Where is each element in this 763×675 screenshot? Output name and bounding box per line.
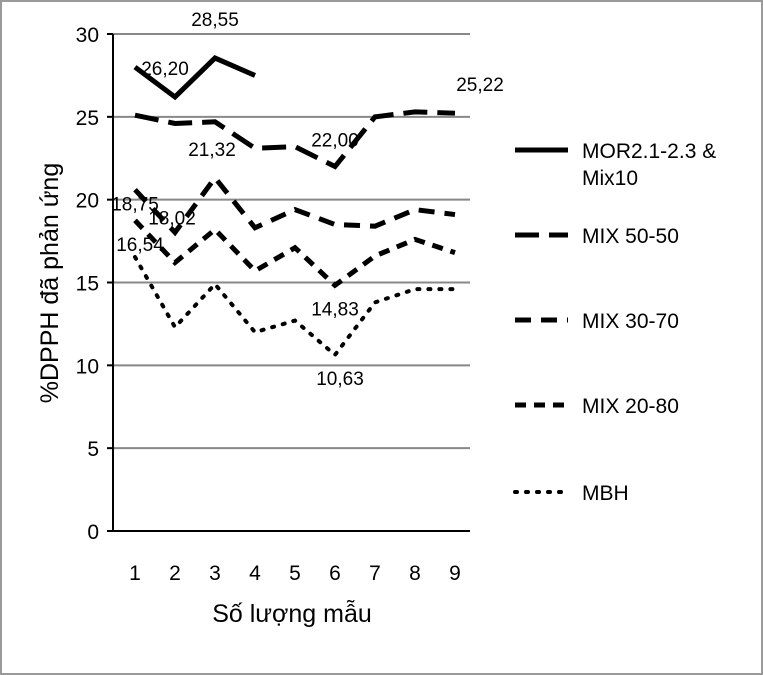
y-tick-label: 10 <box>76 355 99 378</box>
x-tick-label: 7 <box>369 562 381 585</box>
data-label: 26,20 <box>141 59 189 80</box>
y-tick-label: 5 <box>87 438 99 461</box>
data-label: 21,32 <box>188 140 236 161</box>
data-label: 10,63 <box>316 369 364 390</box>
x-tick-label: 1 <box>129 562 141 585</box>
data-label: 18,02 <box>148 208 196 229</box>
x-axis-title: Số lượng mẫu <box>212 599 372 628</box>
series-line-4 <box>133 254 457 358</box>
legend-label-cont: Mix10 <box>582 167 638 190</box>
legend-label: MIX 30-70 <box>582 310 679 333</box>
x-tick-label: 5 <box>289 562 301 585</box>
y-tick-label: 20 <box>76 190 99 213</box>
series-line-2 <box>133 173 456 237</box>
legend-label: MIX 20-80 <box>582 395 679 418</box>
x-tick-label: 3 <box>209 562 221 585</box>
series-line-1 <box>134 109 456 170</box>
x-tick-label: 9 <box>449 562 461 585</box>
data-label: 16,54 <box>116 235 164 256</box>
legend-label: MIX 50-50 <box>582 225 679 248</box>
data-label: 14,83 <box>311 299 359 320</box>
legend-label: MBH <box>582 482 629 505</box>
y-tick-label: 25 <box>76 107 99 130</box>
data-label: 18,75 <box>111 194 159 215</box>
x-tick-label: 2 <box>169 562 181 585</box>
x-tick-label: 8 <box>409 562 421 585</box>
y-axis-title: %DPPH đã phản ứng <box>36 163 64 404</box>
series-line-3 <box>133 218 456 289</box>
data-label: 25,22 <box>456 75 504 96</box>
x-tick-label: 4 <box>249 562 261 585</box>
legend-label: MOR2.1-2.3 & <box>582 140 716 163</box>
data-label: 22,00 <box>311 131 359 152</box>
data-label: 28,55 <box>191 10 239 31</box>
y-tick-label: 30 <box>76 24 99 47</box>
x-tick-label: 6 <box>329 562 341 585</box>
series-line-0 <box>133 55 256 101</box>
y-tick-label: 15 <box>76 273 99 296</box>
y-tick-label: 0 <box>87 521 99 544</box>
